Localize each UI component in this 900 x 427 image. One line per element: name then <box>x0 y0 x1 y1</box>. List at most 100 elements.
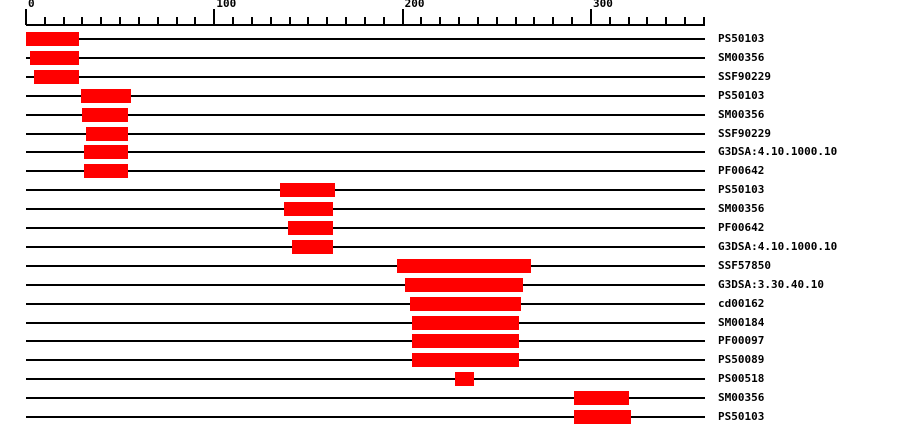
axis-tick-major <box>25 9 27 25</box>
domain-bar[interactable] <box>80 88 132 103</box>
axis-tick-minor <box>495 17 498 25</box>
axis-tick-minor <box>458 17 461 25</box>
axis-tick-minor <box>43 17 46 25</box>
domain-label: PS50089 <box>718 353 765 367</box>
domain-label: SM00356 <box>718 391 765 405</box>
domain-label: G3DSA:3.30.40.10 <box>718 277 824 291</box>
domain-label: PS00518 <box>718 372 765 386</box>
domain-bar[interactable] <box>404 277 524 292</box>
domain-track-row: G3DSA:4.10.1000.10 <box>0 238 900 257</box>
domain-label: SM00356 <box>718 107 765 121</box>
axis-tick-minor <box>702 17 705 25</box>
axis-tick-minor <box>571 17 574 25</box>
domain-bar[interactable] <box>82 107 128 122</box>
axis-tick-minor <box>81 17 84 25</box>
axis-tick-minor <box>476 17 479 25</box>
domain-label: PF00097 <box>718 334 765 348</box>
axis-tick-minor <box>62 17 65 25</box>
axis-tick-minor <box>439 17 442 25</box>
domain-bar[interactable] <box>397 258 531 273</box>
axis-tick-minor <box>345 17 348 25</box>
domain-bar[interactable] <box>33 69 79 84</box>
domain-bar[interactable] <box>412 353 520 368</box>
domain-track-row: SSF90229 <box>0 68 900 87</box>
domain-bar[interactable] <box>574 410 631 424</box>
domain-label: PF00642 <box>718 164 765 178</box>
domain-track-row: PF00642 <box>0 219 900 238</box>
axis-tick-label: 100 <box>216 0 237 10</box>
domain-bar[interactable] <box>84 145 128 160</box>
sequence-line <box>26 208 705 211</box>
domain-track-row: SM00184 <box>0 314 900 333</box>
domain-bar[interactable] <box>284 202 333 217</box>
axis-tick-minor <box>326 17 329 25</box>
sequence-line <box>26 170 705 173</box>
sequence-line <box>26 264 705 267</box>
domain-diagram: 0 100 200 300 PS50103 SM00356 SSF90229 PS50103… <box>25 0 837 424</box>
domain-bar[interactable] <box>291 239 333 254</box>
sequence-line <box>26 340 705 343</box>
sequence-line <box>26 227 705 229</box>
domain-track-row: G3DSA:3.30.40.10 <box>0 276 900 295</box>
domain-label: PF00642 <box>718 221 765 234</box>
domain-label: G3DSA:4.10.1000.10 <box>718 145 838 159</box>
axis-tick-label: 300 <box>592 0 613 10</box>
axis-tick-minor <box>665 17 668 25</box>
sequence-line <box>26 132 705 135</box>
domain-label: SSF90229 <box>718 126 771 140</box>
axis-tick-label: 0 <box>28 0 35 10</box>
domain-bar[interactable] <box>574 391 629 406</box>
axis-tick-minor <box>119 17 122 25</box>
domain-label: PS50103 <box>718 410 765 423</box>
domain-track-row: PS00518 <box>0 370 900 389</box>
domain-bar[interactable] <box>412 334 520 349</box>
sequence-line <box>26 302 705 305</box>
domain-bar[interactable] <box>29 50 79 65</box>
domain-bar[interactable] <box>280 183 335 198</box>
axis-tick-minor <box>307 17 310 25</box>
axis-tick-minor <box>382 17 385 25</box>
axis-tick-minor <box>250 17 253 25</box>
domain-track-row: PS50089 <box>0 351 900 370</box>
domain-track-row: PS50103 <box>0 87 900 106</box>
axis-tick-minor <box>608 17 611 25</box>
domain-bar[interactable] <box>26 32 79 46</box>
axis-tick-minor <box>194 17 197 25</box>
domain-bar[interactable] <box>86 126 128 141</box>
axis-tick-major <box>401 9 404 25</box>
axis-tick-minor <box>684 17 687 25</box>
domain-bar[interactable] <box>410 296 522 311</box>
domain-track-row: PS50103 <box>0 408 900 427</box>
domain-bar[interactable] <box>455 372 475 387</box>
domain-label: PS50103 <box>718 32 765 45</box>
domain-track-list: PS50103 SM00356 SSF90229 PS50103 SM00356 SSF9… <box>0 30 900 427</box>
domain-bar[interactable] <box>287 221 333 235</box>
domain-track-row: SSF90229 <box>0 125 900 144</box>
sequence-line <box>26 416 705 418</box>
axis-tick-minor <box>137 17 140 25</box>
axis-tick-minor <box>175 17 178 25</box>
axis-tick-minor <box>288 17 291 25</box>
sequence-line <box>26 378 705 381</box>
domain-track-row: SM00356 <box>0 389 900 408</box>
domain-label: SSF57850 <box>718 258 771 272</box>
domain-bar[interactable] <box>412 315 520 330</box>
axis-tick-minor <box>420 17 423 25</box>
domain-track-row: SM00356 <box>0 49 900 68</box>
axis-tick-minor <box>100 17 103 25</box>
sequence-line <box>26 56 705 59</box>
sequence-line <box>26 94 705 97</box>
domain-track-row: PS50103 <box>0 30 900 49</box>
domain-label: SM00356 <box>718 50 765 64</box>
domain-label: SM00356 <box>718 202 765 216</box>
domain-label: SM00184 <box>718 315 765 329</box>
axis-tick-minor <box>514 17 517 25</box>
axis-tick-minor <box>363 17 366 25</box>
axis-tick-major <box>213 9 216 25</box>
axis-tick-minor <box>627 17 630 25</box>
axis-tick-label: 200 <box>404 0 425 10</box>
sequence-line <box>26 189 705 192</box>
axis-tick-minor <box>552 17 555 25</box>
domain-bar[interactable] <box>84 164 128 179</box>
domain-label: PS50103 <box>718 183 765 197</box>
